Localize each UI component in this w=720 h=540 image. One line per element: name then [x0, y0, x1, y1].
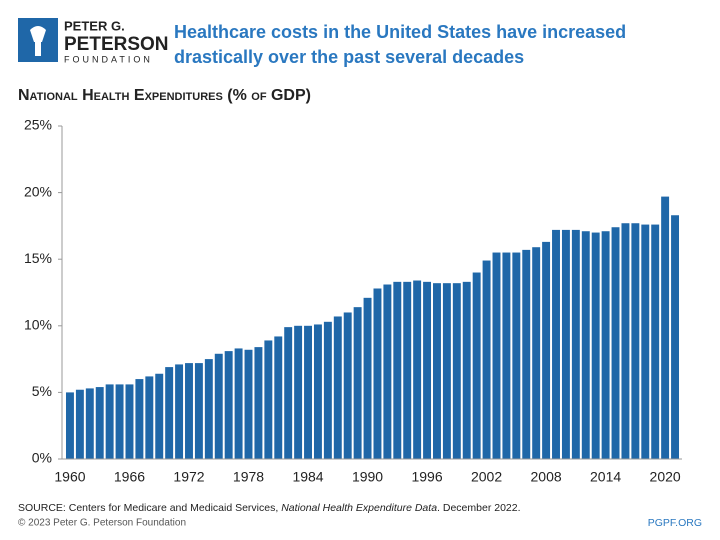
- chart-subtitle: National Health Expenditures (% of GDP): [18, 87, 311, 104]
- source-text: SOURCE: Centers for Medicare and Medicai…: [18, 502, 281, 514]
- bar: [175, 364, 184, 459]
- bar: [125, 384, 134, 459]
- bar: [552, 229, 560, 459]
- bar: [482, 260, 491, 459]
- x-tick-label: 2020: [650, 469, 681, 485]
- bar: [85, 388, 94, 459]
- bar: [254, 347, 263, 459]
- x-tick-label: 1972: [173, 469, 204, 485]
- y-tick-label: 10%: [24, 317, 52, 333]
- bar: [433, 283, 441, 459]
- bar: [641, 224, 650, 459]
- site-link: PGPF.ORG: [648, 517, 702, 529]
- bar: [353, 307, 362, 459]
- bar: [601, 231, 610, 459]
- x-tick-label: 1990: [352, 469, 383, 485]
- bar: [105, 384, 114, 459]
- bar: [304, 325, 312, 459]
- bar: [244, 349, 253, 459]
- bar: [631, 223, 640, 459]
- bar: [135, 379, 144, 459]
- bar: [561, 229, 570, 459]
- bar: [333, 316, 342, 459]
- bar: [651, 224, 660, 459]
- bar: [155, 373, 164, 459]
- bar: [115, 384, 124, 459]
- bar: [274, 336, 283, 459]
- bar: [542, 241, 551, 459]
- logo-text: FOUNDATION: [64, 54, 153, 64]
- x-tick-label: 1960: [54, 469, 85, 485]
- bar: [264, 340, 273, 459]
- bar: [442, 283, 451, 459]
- x-tick-label: 2002: [471, 469, 502, 485]
- bar: [413, 280, 422, 459]
- chart-title: drastically over the past several decade…: [174, 47, 524, 67]
- x-tick-label: 1996: [411, 469, 442, 485]
- bar: [393, 281, 402, 459]
- copyright: © 2023 Peter G. Peterson Foundation: [18, 518, 186, 529]
- x-tick-label: 2014: [590, 469, 621, 485]
- y-tick-label: 15%: [24, 250, 52, 266]
- bar: [65, 392, 74, 459]
- bar: [363, 297, 372, 459]
- bar: [294, 325, 303, 459]
- y-tick-label: 25%: [24, 117, 52, 133]
- bar: [452, 283, 461, 459]
- y-tick-label: 20%: [24, 183, 52, 199]
- logo-icon: [18, 18, 58, 62]
- bar: [165, 367, 174, 459]
- x-tick-label: 2008: [531, 469, 562, 485]
- source: SOURCE: Centers for Medicare and Medicai…: [18, 502, 521, 514]
- bar: [194, 363, 203, 459]
- y-tick-label: 5%: [32, 383, 52, 399]
- bar: [284, 327, 293, 459]
- bar: [462, 281, 471, 459]
- bar: [75, 389, 84, 459]
- x-tick-label: 1966: [114, 469, 145, 485]
- bar: [145, 376, 154, 459]
- bar: [512, 252, 521, 459]
- y-tick-label: 0%: [32, 450, 52, 466]
- bar: [224, 351, 233, 459]
- bar: [611, 227, 620, 459]
- bar: [532, 247, 541, 459]
- bar: [581, 231, 590, 459]
- bar: [204, 359, 213, 459]
- logo-text: PETERSON: [64, 34, 169, 55]
- bar: [214, 353, 223, 459]
- bar: [522, 249, 531, 459]
- bar: [472, 272, 481, 459]
- bar: [234, 348, 243, 459]
- bar: [403, 281, 412, 459]
- bar: [621, 223, 630, 459]
- bar: [591, 232, 600, 459]
- x-tick-label: 1978: [233, 469, 264, 485]
- bar: [671, 215, 680, 459]
- bar: [661, 196, 670, 459]
- bar: [323, 321, 332, 459]
- source-text: . December 2022.: [437, 502, 520, 514]
- bar: [95, 387, 104, 459]
- logo-text: PETER G.: [64, 18, 125, 33]
- bar: [313, 324, 322, 459]
- x-tick-label: 1984: [292, 469, 323, 485]
- bar: [185, 363, 193, 459]
- bar: [343, 312, 352, 459]
- bar: [383, 284, 392, 459]
- bar: [373, 288, 382, 459]
- chart-title: Healthcare costs in the United States ha…: [174, 22, 626, 42]
- bar: [571, 229, 580, 459]
- bar: [492, 252, 501, 459]
- bar: [423, 281, 432, 459]
- bar: [502, 252, 511, 459]
- source-text: National Health Expenditure Data: [281, 502, 437, 514]
